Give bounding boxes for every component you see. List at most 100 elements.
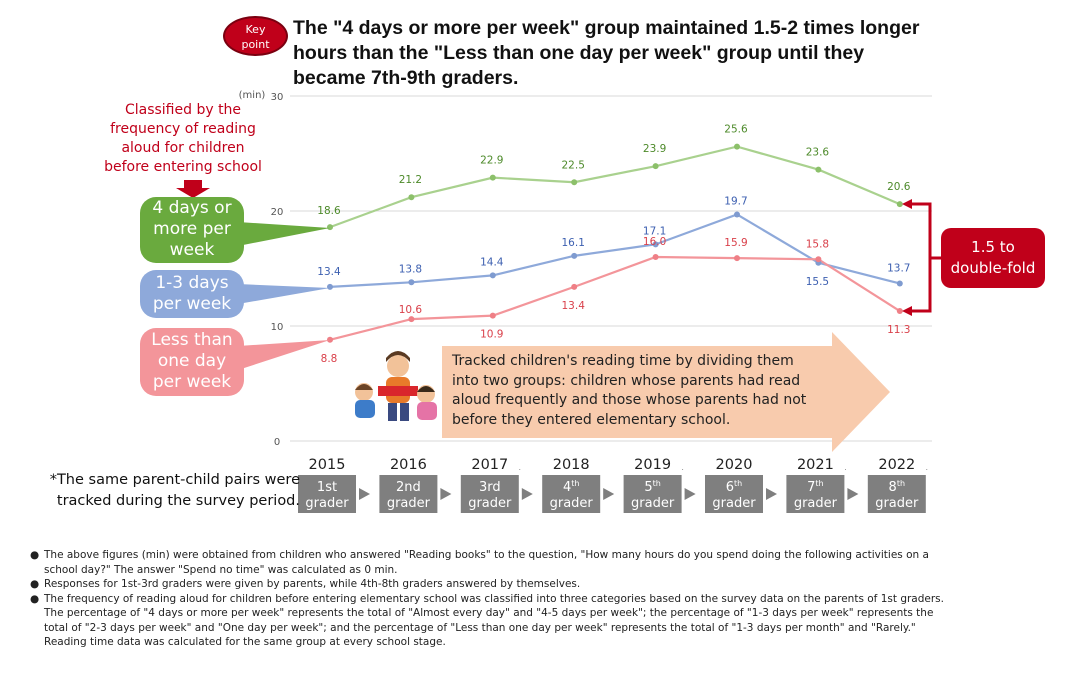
bubble-line: more per (153, 219, 231, 239)
data-label-pink: 16.0 (643, 236, 666, 248)
data-point-blue (571, 252, 578, 259)
y-tick-label: 20 (271, 207, 284, 218)
footnote-line: Reading time data was calculated for the… (44, 636, 446, 648)
bubble-line: one day (157, 351, 227, 371)
x-tick-label: 2021 (797, 457, 834, 473)
data-point-green (327, 224, 333, 231)
fold-line: 1.5 to (971, 238, 1015, 256)
footnote-line: Responses for 1st-3rd graders were given… (44, 578, 581, 590)
tracking-line: Tracked children's reading time by divid… (452, 353, 794, 369)
bubble-line: per week (152, 294, 232, 314)
grade-box (298, 475, 356, 513)
series-line-pink (329, 255, 901, 341)
grade-word: grader (631, 496, 675, 511)
y-axis-label: (min) (239, 90, 266, 101)
same-pairs-note: *The same parent-child pairs were tracke… (20, 470, 300, 512)
data-point-green (489, 174, 496, 181)
data-label-green: 23.9 (643, 143, 666, 155)
classification-line: before entering school (104, 159, 262, 175)
classification-line: aloud for children (121, 140, 245, 156)
pink-bubble-tail (238, 340, 330, 370)
data-point-pink (571, 283, 578, 290)
data-point-green (896, 201, 903, 208)
data-point-blue (652, 241, 659, 248)
footnote-bullet: ● (30, 592, 40, 605)
data-point-pink (734, 255, 740, 262)
grade-box (867, 475, 926, 513)
grade-arrow (766, 488, 777, 500)
data-point-blue (734, 211, 740, 218)
classification-note: Classified by the frequency of reading a… (78, 101, 288, 177)
grade-word: grader (387, 496, 431, 511)
series-data-labels: 18.6 21.2 22.9 22.5 23.9 25.6 23.6 20.6 13.4 13.8… (317, 124, 910, 365)
data-point-blue (408, 279, 415, 286)
data-label-blue: 13.8 (399, 263, 422, 275)
grade-box (379, 475, 438, 513)
data-label-pink: 13.4 (562, 300, 586, 312)
bubble-line: Less than (151, 330, 233, 350)
data-label-pink: 11.3 (887, 324, 910, 336)
x-tick-label: 2022 (878, 457, 915, 473)
data-label-pink: 10.6 (399, 304, 423, 316)
legend-bubble-1-3-days: 1-3 days per week (140, 270, 244, 318)
grade-suffix: th (571, 479, 579, 488)
x-tick-label: 2015 (309, 457, 346, 473)
data-label-green: 23.6 (806, 147, 830, 159)
data-label-green: 18.6 (317, 205, 341, 217)
data-label-pink: 8.8 (321, 353, 338, 365)
legend-bubble-4-days-or-more: 4 days or more per week (140, 197, 244, 263)
data-point-green (408, 194, 415, 201)
y-tick-label: 30 (271, 92, 284, 103)
headline: The "4 days or more per week" group main… (293, 16, 1013, 91)
badge-line-2: point (241, 38, 270, 51)
children-reading-illustration (355, 351, 437, 421)
y-tick-label: 10 (271, 322, 284, 333)
grade-number: 3rd (479, 480, 501, 495)
footnotes: ● The above figures (min) were obtained … (30, 548, 1060, 650)
legend-bubble-less-than-one-day: Less than one day per week (140, 328, 244, 396)
footnote-line: The percentage of "4 days or more per we… (44, 607, 934, 619)
x-tick-suffix: . (926, 463, 929, 472)
grade-suffix: th (653, 479, 661, 488)
data-label-green: 20.6 (887, 181, 911, 193)
classification-line: Classified by the (124, 102, 242, 118)
data-label-blue: 14.4 (480, 256, 504, 268)
headline-line: became 7th-9th graders. (293, 67, 519, 89)
fold-line: double-fold (950, 259, 1036, 277)
bracket-arrowhead-top (902, 199, 912, 209)
x-tick-label: 2017 (471, 457, 508, 473)
series-points (327, 143, 903, 343)
blue-bubble-tail (238, 284, 330, 304)
badge-line-1: Key (245, 23, 266, 36)
grade-arrow (359, 488, 370, 500)
y-tick-labels: 0 10 20 30 (271, 92, 284, 448)
grade-box (786, 475, 845, 513)
green-bubble-tail (238, 222, 330, 246)
grade-word: grader (468, 496, 512, 511)
footnote-line: The frequency of reading aloud for child… (44, 592, 944, 605)
grade-box (623, 475, 682, 513)
grade-box (460, 475, 519, 513)
bubble-line: per week (152, 372, 232, 392)
data-label-blue: 17.1 (643, 225, 666, 237)
data-label-pink: 10.9 (480, 329, 503, 341)
bubble-line: 4 days or (152, 198, 232, 218)
tracking-description: Tracked children's reading time by divid… (452, 352, 872, 430)
note-line: tracked during the survey period. (56, 493, 300, 509)
footnote-1: ● The above figures (min) were obtained … (30, 548, 1060, 577)
chart-grid (290, 95, 932, 442)
grade-boxes: 1stgrader2ndgrader3rdgrader4thgrader5thg… (298, 475, 926, 513)
footnote-line: The above figures (min) were obtained fr… (44, 549, 929, 561)
data-label-blue: 13.4 (317, 266, 341, 278)
data-point-pink (408, 316, 415, 323)
grade-word: grader (305, 496, 349, 511)
grade-suffix: th (815, 479, 823, 488)
data-point-green (571, 179, 578, 186)
series-line-green (329, 145, 901, 229)
down-arrow-stem (184, 180, 202, 188)
headline-line: The "4 days or more per week" group main… (293, 17, 920, 39)
data-label-blue: 19.7 (724, 195, 747, 207)
note-line: *The same parent-child pairs were (49, 472, 300, 488)
data-point-pink (489, 312, 496, 319)
data-label-green: 21.2 (399, 174, 422, 186)
